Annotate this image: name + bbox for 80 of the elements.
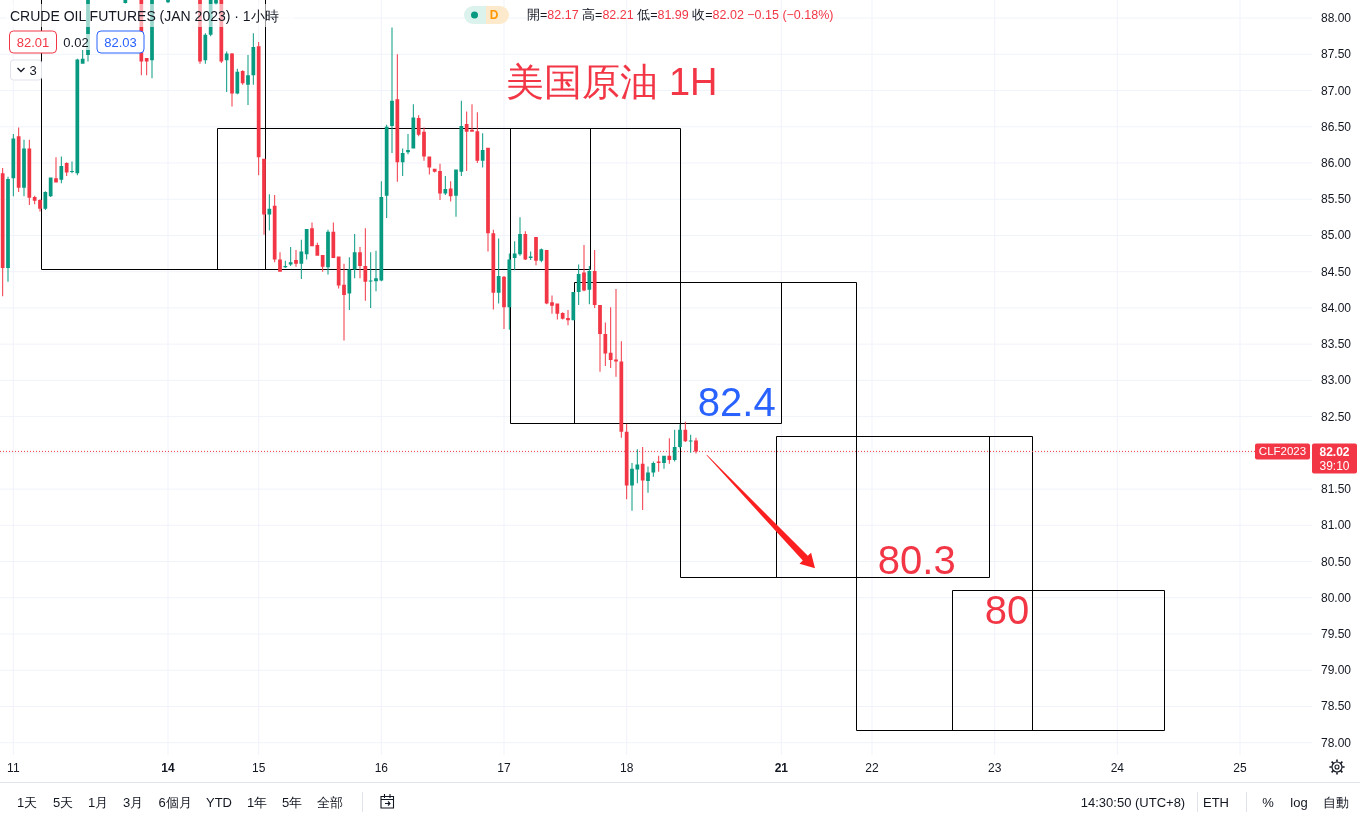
y-tick-label: 87.00 <box>1320 83 1352 98</box>
x-tick-label: 16 <box>374 761 389 775</box>
text: 82.02 <box>1319 444 1350 459</box>
candlestick <box>342 263 346 341</box>
candlestick <box>646 466 650 493</box>
text: 1年 <box>246 794 268 810</box>
x-tick-label: 21 <box>774 761 789 775</box>
annotation: 82.03 <box>104 34 137 50</box>
candlestick <box>656 455 661 472</box>
candlestick <box>512 241 517 271</box>
y-tick-label: 81.50 <box>1320 482 1352 497</box>
candlestick <box>224 51 229 93</box>
y-tick-label: 82.50 <box>1320 409 1352 424</box>
y-tick-label: 86.00 <box>1320 156 1352 171</box>
text: 美国原油 1H <box>506 61 718 103</box>
candlestick <box>390 27 394 153</box>
x-tick-label: 22 <box>865 761 879 775</box>
x-tick-label: 14 <box>161 761 175 775</box>
y-tick-label: 80.00 <box>1320 590 1352 605</box>
annotation: 開=82.17 高=82.21 低=81.99 收=82.02 −0.15 (−0.18%) <box>527 7 834 22</box>
text: 全部 <box>317 794 343 810</box>
annotation: 82.4 <box>697 380 776 425</box>
annotation: D <box>489 8 499 22</box>
y-tick-label: 87.50 <box>1320 47 1352 62</box>
y-tick-label: 86.50 <box>1320 119 1352 134</box>
candlestick <box>54 157 58 183</box>
text: 6個月 <box>158 794 192 810</box>
candlestick <box>496 238 501 304</box>
candlestick <box>294 249 298 267</box>
candlestick <box>288 247 293 266</box>
ref-line-label: CLF2023 <box>1258 445 1307 458</box>
y-tick-label: 78.00 <box>1320 735 1352 750</box>
x-tick-label: 18 <box>619 761 634 775</box>
candlestick <box>406 134 410 155</box>
x-tick-label: 24 <box>1110 761 1125 775</box>
text: CRUDE OIL FUTURES (JAN 2023) · 1小時 <box>10 7 279 24</box>
x-tick-label: 23 <box>987 761 1002 775</box>
x-tick-label: 25 <box>1233 761 1247 775</box>
candlestick <box>123 0 128 4</box>
annotation: 3 <box>29 62 37 78</box>
y-tick-label: 78.50 <box>1320 699 1352 714</box>
annotation: 80 <box>984 587 1030 632</box>
y-tick-label: 88.00 <box>1320 11 1352 26</box>
candlestick <box>528 251 533 261</box>
text: 1月 <box>87 794 109 810</box>
text: % <box>1262 794 1275 810</box>
text: YTD <box>206 794 232 810</box>
candlestick <box>363 228 368 301</box>
text: 39:10 <box>1319 458 1350 473</box>
y-tick-label: 84.50 <box>1320 264 1352 279</box>
text: ETH <box>1203 794 1229 810</box>
y-tick-label: 85.50 <box>1320 192 1352 207</box>
annotation: 0.02 <box>63 34 89 50</box>
y-tick-label: 80.50 <box>1320 554 1352 569</box>
candlestick <box>246 55 250 106</box>
text: 5天 <box>52 794 74 810</box>
candlestick <box>667 438 672 464</box>
candlestick <box>144 57 149 76</box>
text: 5年 <box>281 794 303 810</box>
candlestick <box>352 234 357 279</box>
candlestick <box>688 434 693 453</box>
text: 自動 <box>1323 794 1349 810</box>
x-tick-label: 15 <box>251 761 266 775</box>
y-tick-label: 85.00 <box>1320 228 1352 243</box>
text: 14:30:50 (UTC+8) <box>1080 794 1186 810</box>
text: 3月 <box>122 794 144 810</box>
y-tick-label: 81.00 <box>1320 518 1352 533</box>
y-tick-label: 79.00 <box>1320 663 1352 678</box>
y-tick-label: 79.50 <box>1320 627 1352 641</box>
annotation: 80.3 <box>877 537 956 582</box>
y-tick-label: 84.00 <box>1320 300 1352 315</box>
text: log <box>1290 794 1308 810</box>
candlestick <box>299 239 304 279</box>
candlestick <box>582 244 586 292</box>
x-tick-label: 11 <box>7 761 20 775</box>
y-tick-label: 83.50 <box>1320 337 1352 352</box>
y-tick-label: 83.00 <box>1320 373 1352 388</box>
x-tick-label: 17 <box>497 761 511 775</box>
annotation: 82.01 <box>16 34 50 50</box>
text: 1天 <box>16 794 38 810</box>
